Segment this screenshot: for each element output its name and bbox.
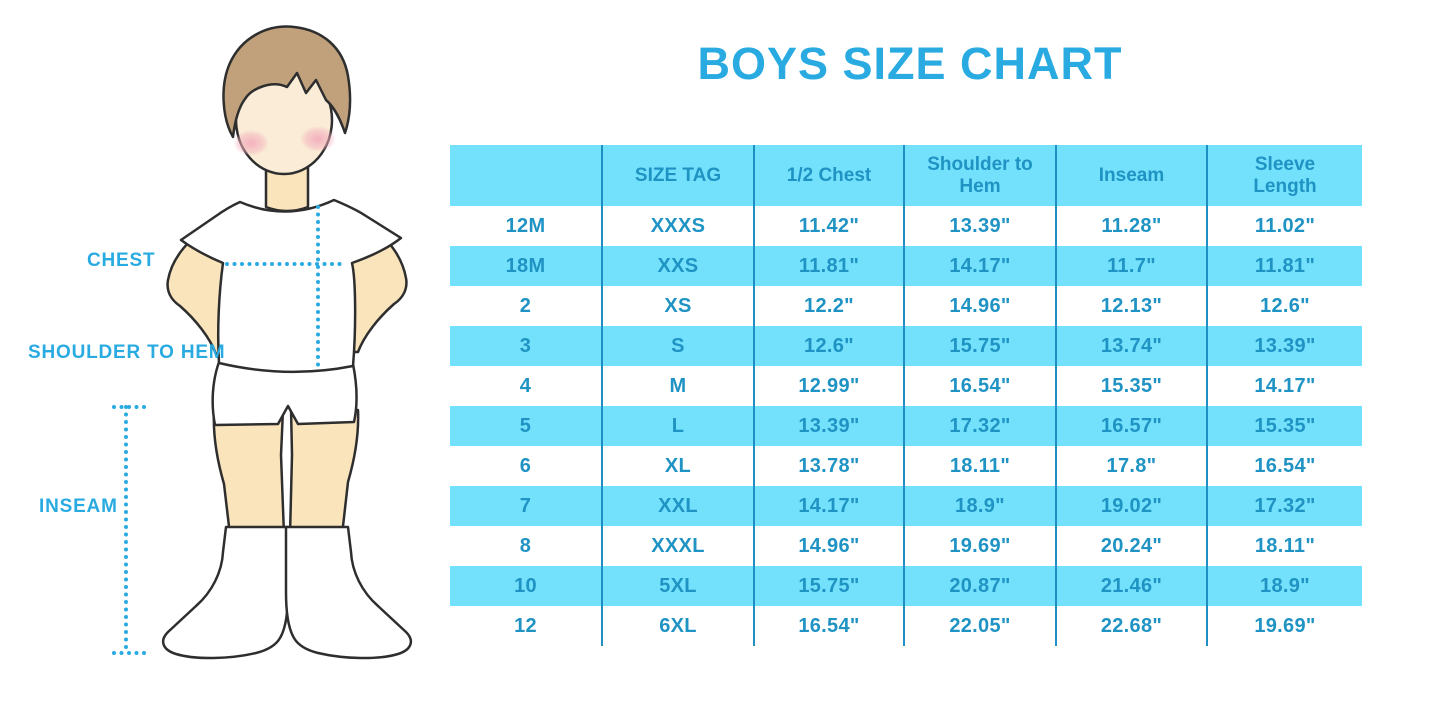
size-cell: 5 bbox=[450, 406, 603, 446]
boy-sock-left bbox=[161, 525, 290, 660]
measurement-cell: 13.39" bbox=[1208, 326, 1362, 366]
measurement-cell: XL bbox=[603, 446, 755, 486]
page-title: BOYS SIZE CHART bbox=[697, 38, 1123, 89]
measurement-cell: 15.75" bbox=[905, 326, 1057, 366]
measurement-cell: 12.13" bbox=[1057, 286, 1208, 326]
boy-leg-right bbox=[288, 406, 360, 537]
column-header: Sleeve Length bbox=[1208, 145, 1362, 206]
measurement-cell: 11.81" bbox=[755, 246, 905, 286]
measurement-cell: 18.11" bbox=[905, 446, 1057, 486]
measurement-cell: XXXS bbox=[603, 206, 755, 246]
measurement-cell: 15.35" bbox=[1057, 366, 1208, 406]
column-header: SIZE TAG bbox=[603, 145, 755, 206]
measurement-cell: 18.9" bbox=[1208, 566, 1362, 606]
measurement-cell: XXL bbox=[603, 486, 755, 526]
measurement-cell: 22.68" bbox=[1057, 606, 1208, 646]
measurement-cell: 13.78" bbox=[755, 446, 905, 486]
measurement-cell: 17.8" bbox=[1057, 446, 1208, 486]
measurement-cell: 16.54" bbox=[1254, 454, 1316, 477]
measurement-cell: 11.02" bbox=[1254, 214, 1316, 237]
measurement-cell: 16.57" bbox=[1057, 406, 1208, 446]
measurement-cell: 16.54" bbox=[755, 606, 905, 646]
measurement-cell: 11.81" bbox=[1208, 246, 1362, 286]
boy-cheek-left bbox=[233, 130, 269, 156]
measurement-cell: XS bbox=[603, 286, 755, 326]
measurement-cell: L bbox=[603, 406, 755, 446]
measurement-cell: 18.11" bbox=[1254, 534, 1316, 557]
column-header: 1/2 Chest bbox=[755, 145, 905, 206]
measurement-cell: 11.28" bbox=[1057, 206, 1208, 246]
size-cell: 10 bbox=[450, 566, 603, 606]
inseam-label: INSEAM bbox=[39, 496, 118, 517]
column-header: Inseam bbox=[1057, 145, 1208, 206]
measurement-cell: 19.69" bbox=[905, 526, 1057, 566]
measurement-cell: XXXL bbox=[603, 526, 755, 566]
measurement-cell: 22.05" bbox=[905, 606, 1057, 646]
measurement-cell: 19.69" bbox=[1254, 614, 1316, 637]
measurement-cell: 5XL bbox=[603, 566, 755, 606]
measurement-cell: 20.87" bbox=[905, 566, 1057, 606]
measurement-cell: 12.6" bbox=[755, 326, 905, 366]
measurement-cell: 14.96" bbox=[905, 286, 1057, 326]
measurement-cell: 20.24" bbox=[1057, 526, 1208, 566]
size-cell: 6 bbox=[450, 446, 603, 486]
boy-shorts bbox=[211, 360, 358, 427]
measurement-cell: 14.17" bbox=[905, 246, 1057, 286]
measurement-cell: 17.32" bbox=[1208, 486, 1362, 526]
measurement-cell: 18.9" bbox=[905, 486, 1057, 526]
measurement-cell: 11.7" bbox=[1057, 246, 1208, 286]
column-header bbox=[450, 145, 603, 206]
measurement-cell: 14.17" bbox=[1254, 374, 1316, 397]
size-cell: 12 bbox=[450, 606, 603, 646]
measurement-cell: XXS bbox=[603, 246, 755, 286]
measurement-cell: 12.99" bbox=[755, 366, 905, 406]
measurement-cell: 19.02" bbox=[1057, 486, 1208, 526]
size-table: SIZE TAG 1/2 Chest Shoulder to Hem Inseam Sl… bbox=[450, 145, 1362, 646]
size-cell: 7 bbox=[450, 486, 603, 526]
measurement-cell: 13.39" bbox=[755, 406, 905, 446]
size-cell: 2 bbox=[450, 286, 603, 326]
measurement-cell: 14.96" bbox=[755, 526, 905, 566]
boy-sock-right bbox=[284, 525, 413, 660]
column-header: Shoulder to Hem bbox=[905, 145, 1057, 206]
chest-label: CHEST bbox=[87, 250, 156, 271]
boy-cheek-right bbox=[300, 126, 336, 152]
measurement-cell: 13.74" bbox=[1057, 326, 1208, 366]
measurement-cell: 12.6" bbox=[1260, 294, 1310, 317]
size-cell: 8 bbox=[450, 526, 603, 566]
measurement-cell: 12.2" bbox=[755, 286, 905, 326]
measurement-cell: 17.32" bbox=[905, 406, 1057, 446]
measurement-cell: 21.46" bbox=[1057, 566, 1208, 606]
boy-figure-illustration bbox=[112, 25, 413, 660]
boy-leg-left bbox=[212, 408, 286, 537]
shoulder-to-hem-label: SHOULDER TO HEM bbox=[28, 342, 226, 363]
measurement-cell: 16.54" bbox=[905, 366, 1057, 406]
size-cell: 3 bbox=[450, 326, 603, 366]
size-cell: 4 bbox=[450, 366, 603, 406]
measurement-cell: 15.75" bbox=[755, 566, 905, 606]
measurement-cell: M bbox=[603, 366, 755, 406]
measurement-cell: 14.17" bbox=[755, 486, 905, 526]
measurement-cell: 6XL bbox=[603, 606, 755, 646]
size-cell: 12M bbox=[450, 206, 603, 246]
measurement-cell: 13.39" bbox=[905, 206, 1057, 246]
boy-tshirt bbox=[179, 198, 403, 374]
size-cell: 18M bbox=[450, 246, 603, 286]
boy-hair bbox=[222, 25, 352, 139]
measurement-cell: S bbox=[603, 326, 755, 366]
measurement-cell: 15.35" bbox=[1208, 406, 1362, 446]
measurement-cell: 11.42" bbox=[755, 206, 905, 246]
